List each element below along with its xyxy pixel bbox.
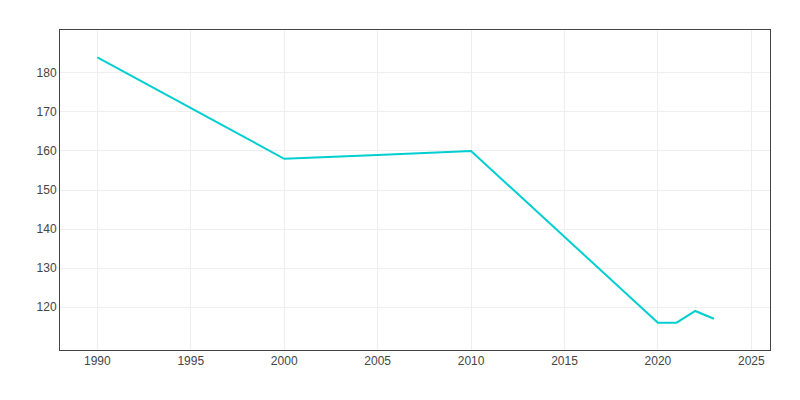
svg-text:1990: 1990	[84, 354, 111, 368]
svg-text:2020: 2020	[645, 354, 672, 368]
svg-text:170: 170	[37, 105, 57, 119]
svg-text:140: 140	[37, 222, 57, 236]
svg-text:130: 130	[37, 261, 57, 275]
svg-text:1995: 1995	[177, 354, 204, 368]
svg-text:180: 180	[37, 66, 57, 80]
svg-text:160: 160	[37, 144, 57, 158]
svg-text:120: 120	[37, 300, 57, 314]
svg-text:2005: 2005	[364, 354, 391, 368]
svg-text:2000: 2000	[271, 354, 298, 368]
svg-text:2025: 2025	[738, 354, 765, 368]
svg-text:2015: 2015	[551, 354, 578, 368]
svg-text:2010: 2010	[458, 354, 485, 368]
svg-text:150: 150	[37, 183, 57, 197]
